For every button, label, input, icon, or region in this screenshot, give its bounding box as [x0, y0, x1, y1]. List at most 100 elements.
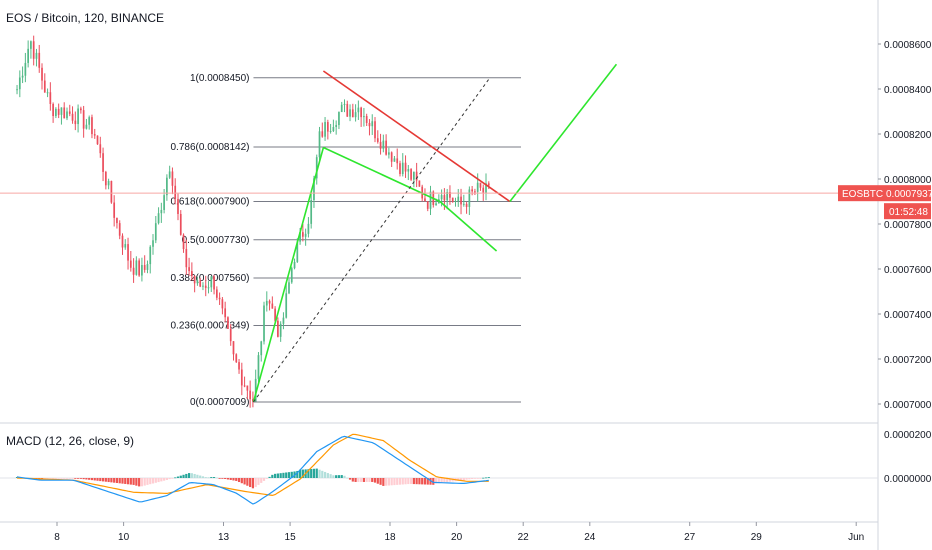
candle-body: [382, 140, 385, 149]
candle-body: [168, 171, 171, 178]
fib-level-label: 1(0.0008450): [190, 73, 250, 84]
trendline-impulse[interactable]: [252, 147, 325, 403]
macd-histogram-bar: [115, 478, 119, 484]
candle-body: [354, 112, 357, 118]
candle-body: [88, 117, 91, 125]
macd-histogram-bar: [79, 478, 82, 479]
macd-histogram-bar: [54, 478, 57, 479]
macd-histogram-bar: [412, 478, 415, 485]
fib-level-label: 0(0.0007009): [190, 397, 250, 408]
candle-body: [166, 177, 168, 196]
macd-histogram-bar: [351, 478, 354, 482]
time-tick-label: 15: [285, 532, 297, 543]
candle-body: [299, 232, 301, 242]
candle-body: [213, 276, 215, 290]
macd-histogram-bar: [149, 478, 152, 485]
macd-histogram-bar: [315, 468, 318, 478]
candle-body: [118, 223, 121, 236]
candle-body: [462, 203, 465, 205]
candle-body: [349, 109, 351, 117]
candle-body: [116, 217, 118, 224]
macd-histogram-bar: [171, 478, 174, 479]
candle-body: [374, 121, 376, 139]
macd-histogram-bar: [418, 478, 421, 485]
macd-histogram-bar: [268, 476, 271, 478]
macd-histogram-bar: [110, 478, 113, 483]
candle-body: [313, 178, 315, 201]
candle-body: [191, 271, 193, 277]
macd-histogram-bar: [215, 477, 218, 479]
candle-body: [74, 120, 77, 125]
macd-histogram-bar: [276, 473, 279, 478]
candle-body: [30, 41, 32, 49]
candle-body: [177, 198, 179, 214]
candle-body: [102, 153, 104, 172]
candle-body: [371, 121, 374, 127]
macd-histogram-bar: [140, 478, 144, 487]
macd-histogram-bar: [249, 478, 252, 488]
macd-histogram-bar: [121, 478, 124, 484]
macd-histogram-bar: [187, 473, 191, 478]
macd-histogram-bar: [229, 478, 232, 480]
candle-body: [390, 152, 393, 162]
candle-body: [346, 103, 349, 117]
macd-histogram-bar: [90, 478, 94, 481]
price-tick-label: 0.0007400: [884, 310, 932, 321]
trendline-fib-diagonal[interactable]: [253, 77, 491, 403]
macd-histogram-bar: [251, 478, 255, 489]
candle-body: [418, 180, 421, 187]
price-tick-label: 0.0007200: [884, 355, 932, 366]
macd-histogram-bar: [57, 478, 60, 479]
macd-histogram-bar: [332, 475, 335, 478]
macd-histogram-bar: [163, 478, 166, 481]
macd-histogram-bar: [404, 478, 407, 485]
candle-body: [360, 107, 363, 118]
macd-histogram-bar: [52, 478, 55, 479]
candle-body: [55, 108, 57, 117]
candle-body: [146, 264, 149, 270]
macd-histogram-bar: [71, 478, 74, 479]
trendline-channel-top[interactable]: [323, 146, 441, 203]
trendlines[interactable]: [252, 63, 618, 403]
candle-body: [199, 280, 202, 287]
macd-histogram-bar: [151, 478, 155, 484]
macd-histogram-bar: [365, 478, 368, 482]
last-price-tag: [838, 185, 931, 202]
macd-line: [16, 435, 489, 505]
grid: [0, 0, 879, 550]
macd-histogram-bar: [373, 478, 377, 483]
macd-pane: [0, 433, 878, 505]
candle-body: [307, 223, 310, 234]
macd-histogram-bar: [237, 478, 241, 483]
trendline-channel-bottom[interactable]: [439, 200, 498, 252]
candle-body: [24, 62, 27, 76]
candle-body: [57, 108, 60, 115]
macd-histogram-bar: [63, 478, 66, 479]
candle-body: [263, 305, 265, 342]
macd-histogram-bar: [46, 478, 49, 479]
candle-body: [288, 282, 290, 294]
macd-histogram-bar: [107, 478, 110, 483]
candle-body: [476, 182, 479, 192]
macd-histogram-bar: [182, 474, 185, 478]
time-tick-label: 22: [518, 532, 530, 543]
last-price-value: 0.0007937: [886, 189, 932, 200]
fib-level-label: 0.618(0.0007900): [171, 197, 250, 208]
candle-body: [149, 246, 152, 265]
macd-histogram-bar: [310, 468, 313, 478]
candle-body: [182, 234, 185, 250]
candle-body: [249, 390, 252, 400]
candle-body: [446, 192, 449, 201]
macd-histogram-bar: [343, 475, 346, 478]
macd-histogram-bar: [290, 471, 293, 478]
candle-body: [335, 125, 338, 127]
candle-body: [96, 135, 99, 145]
macd-histogram-bar: [160, 478, 163, 482]
trendline-resistance[interactable]: [322, 70, 511, 203]
macd-histogram-bar: [329, 474, 332, 478]
candle-body: [107, 180, 110, 186]
price-tick-label: 0.0007000: [884, 400, 932, 411]
trendline-projection[interactable]: [509, 63, 618, 202]
candle-body: [357, 107, 360, 113]
